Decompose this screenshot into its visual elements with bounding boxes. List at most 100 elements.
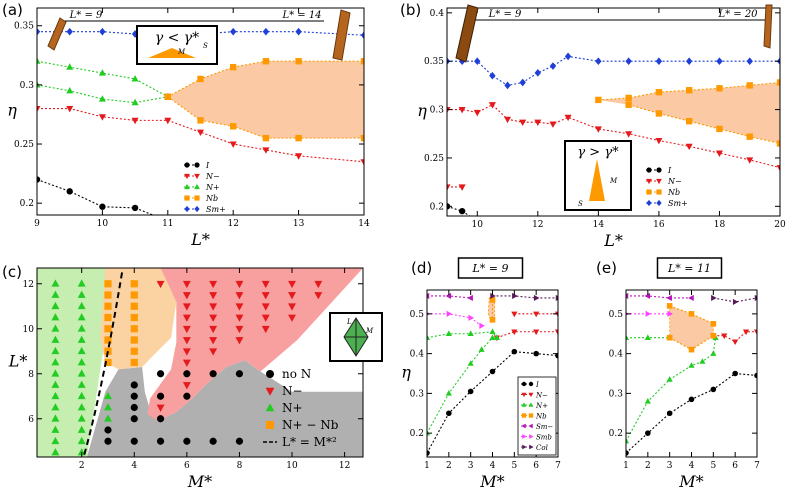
series-no-n-point bbox=[235, 370, 244, 378]
legend-marker bbox=[265, 403, 275, 412]
series-n--point bbox=[37, 57, 41, 64]
legend-marker bbox=[522, 444, 527, 450]
inset-m: M bbox=[609, 177, 618, 185]
series-n-nb-point bbox=[130, 325, 138, 333]
region-n- bbox=[147, 268, 363, 421]
panel-title: L* = 11 bbox=[667, 262, 711, 275]
x-tick-label: 12 bbox=[227, 219, 238, 229]
series-n--point bbox=[51, 358, 60, 366]
legend-marker bbox=[194, 205, 200, 213]
series-n--line bbox=[427, 337, 497, 434]
series-n--point bbox=[776, 165, 780, 172]
series-sm--point bbox=[66, 27, 73, 36]
legend-marker bbox=[646, 189, 652, 195]
series-n-nb-point bbox=[130, 336, 138, 344]
series-sm--point bbox=[467, 294, 473, 302]
series-n--point bbox=[564, 114, 572, 122]
series-n--point bbox=[478, 346, 485, 352]
y-tick-label: 6 bbox=[28, 415, 34, 425]
series-n--point bbox=[182, 303, 191, 311]
series-n--point bbox=[51, 346, 60, 355]
panel-c: 2 4 6 8 10 12 6 8 10 12 M* L* (c) L Mno N N− N+ N+ − Nb L*… bbox=[2, 263, 383, 491]
y-tick-label: 0.2 bbox=[20, 199, 34, 209]
y-tick-label: 0.35 bbox=[424, 57, 444, 67]
x-tick-label: 3 bbox=[468, 461, 474, 471]
legend-marker bbox=[646, 167, 652, 173]
series-n-nb-point bbox=[130, 313, 138, 322]
series-n--point bbox=[489, 334, 496, 340]
series-sm--point bbox=[666, 294, 672, 302]
legend-label: N− bbox=[282, 384, 303, 398]
series-n--point bbox=[66, 63, 74, 70]
series-sm--point bbox=[427, 292, 430, 300]
legend-marker bbox=[184, 183, 190, 190]
series-n--point bbox=[488, 102, 496, 109]
series-nb-point bbox=[716, 125, 723, 133]
series-n--point bbox=[685, 143, 693, 151]
legend-marker bbox=[521, 381, 527, 387]
legend-label: N− bbox=[667, 177, 682, 186]
series-nb-point bbox=[655, 88, 663, 96]
panel-label: (a) bbox=[2, 1, 23, 19]
boundary-curve bbox=[83, 270, 124, 455]
legend-label: N− bbox=[205, 172, 220, 181]
series-n--point bbox=[66, 86, 74, 94]
legend-marker bbox=[521, 402, 527, 407]
top-label-right: L* = 20 bbox=[717, 9, 758, 20]
y-tick-label: 8 bbox=[28, 370, 34, 380]
series-i-line bbox=[447, 205, 471, 216]
series-sm--point bbox=[504, 81, 511, 90]
series-n--point bbox=[235, 337, 244, 345]
x-tick-label: 1 bbox=[623, 461, 629, 471]
series-n--point bbox=[182, 382, 191, 390]
triangle-icon bbox=[589, 159, 605, 201]
series-i-point bbox=[489, 368, 496, 375]
series-sm--point bbox=[716, 57, 723, 66]
series-n--point bbox=[98, 114, 106, 121]
series-n--point bbox=[261, 314, 270, 322]
y-tick-label: 0.4 bbox=[430, 9, 445, 19]
x-axis-label: M* bbox=[479, 472, 504, 491]
series-n--point bbox=[182, 280, 191, 289]
series-sm--point bbox=[474, 57, 481, 66]
series-n--point bbox=[458, 184, 466, 191]
series-no-n-point bbox=[235, 437, 244, 445]
series-n--point bbox=[77, 324, 86, 332]
legend-marker bbox=[528, 392, 534, 398]
x-tick-label: 4 bbox=[689, 461, 695, 471]
x-tick-label: 13 bbox=[293, 219, 305, 229]
series-n--point bbox=[473, 109, 481, 117]
legend-label: Col bbox=[536, 444, 548, 452]
series-col-point bbox=[533, 294, 540, 302]
series-sm--point bbox=[489, 71, 496, 80]
series-n--point bbox=[753, 329, 757, 336]
series-n--point bbox=[493, 334, 500, 340]
series-sm--line bbox=[37, 31, 364, 48]
series-i-point bbox=[467, 388, 474, 395]
series-n--line bbox=[626, 337, 717, 442]
series-n--point bbox=[447, 184, 451, 191]
series-no-n-point bbox=[130, 403, 138, 412]
series-nb-point bbox=[776, 79, 780, 86]
legend-marker bbox=[184, 205, 190, 213]
series-n--point bbox=[51, 279, 60, 287]
series-n--point bbox=[458, 107, 466, 114]
series-n--point bbox=[534, 119, 542, 126]
panel-b: 10 12 14 16 18 20 0.2 0.25 0.3 0.35 0.4 L* η (b) L* = … bbox=[400, 1, 786, 250]
series-n--point bbox=[288, 280, 296, 289]
x-tick-label: 16 bbox=[653, 220, 665, 230]
series-i-point bbox=[427, 450, 430, 456]
series-nb-point bbox=[688, 311, 695, 317]
legend-label: no N bbox=[282, 367, 311, 381]
series-n--point bbox=[489, 328, 496, 334]
y-tick-label: 10 bbox=[23, 325, 35, 335]
series-n--point bbox=[594, 126, 602, 133]
series-col-point bbox=[490, 292, 496, 300]
series-n--point bbox=[104, 391, 112, 400]
series-n--point bbox=[554, 329, 558, 336]
series-n--point bbox=[131, 75, 139, 82]
legend-marker bbox=[184, 173, 190, 180]
y-tick-label: 0.3 bbox=[410, 389, 425, 399]
x-tick-label: 6 bbox=[184, 461, 190, 471]
series-n--point bbox=[666, 376, 673, 382]
